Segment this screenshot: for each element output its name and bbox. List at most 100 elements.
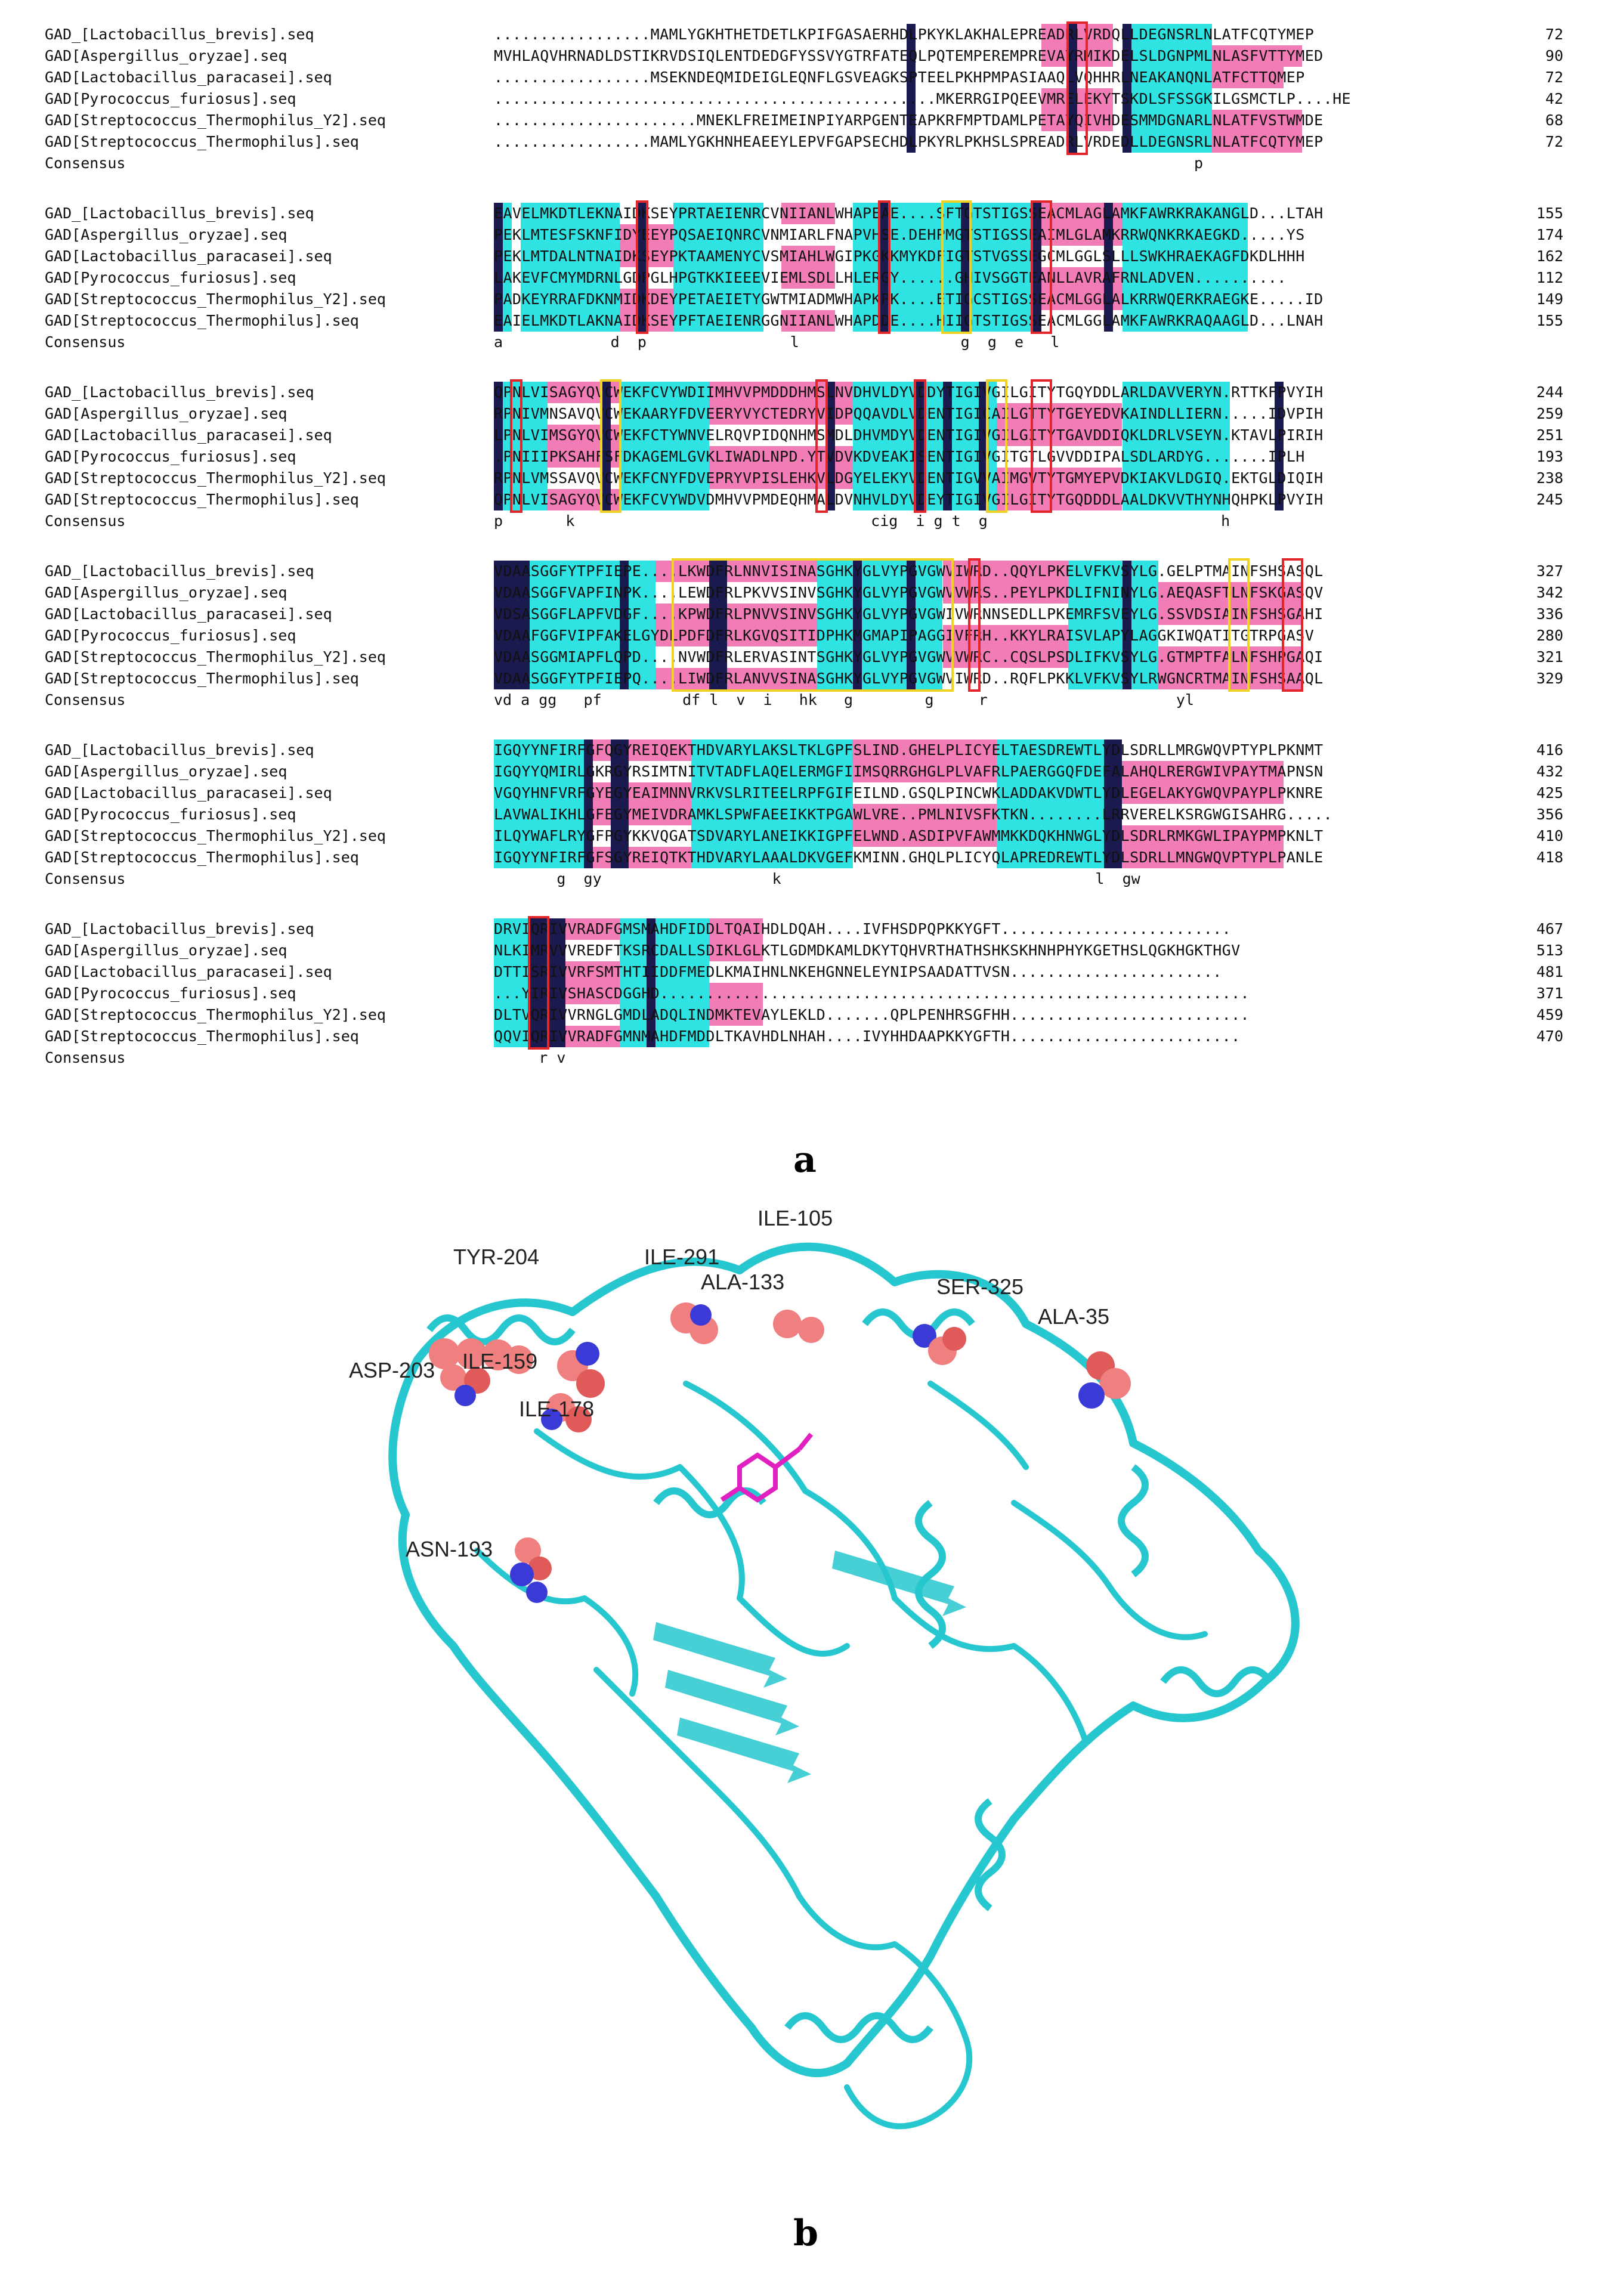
identity-shading [601, 489, 611, 510]
sequence-name: GAD[Lactobacillus_paracasei].seq [45, 963, 332, 980]
identity-shading [1032, 310, 1042, 332]
residue-shading [673, 246, 763, 267]
sequence-residues: IGQYYQMIRLGKRGYRSIMTNITVTADFLAQELERMGFII… [494, 763, 1324, 780]
identity-shading [1104, 289, 1114, 310]
sphere-ile-178 [541, 1393, 592, 1432]
residue-shading [1122, 203, 1248, 224]
residue-shading [691, 804, 853, 825]
sequence-name: GAD_[Lactobacillus_brevis].seq [45, 741, 314, 759]
residue-shading [1068, 625, 1158, 646]
residue-shading [817, 561, 943, 582]
identity-shading [1104, 203, 1114, 224]
identity-shading [583, 782, 593, 804]
residue-shading [1122, 267, 1248, 289]
residue-shading [1122, 110, 1212, 131]
sequence-position: 162 [1536, 247, 1563, 265]
conserved-site-box-red [815, 379, 828, 513]
sequence-name: GAD[Streptococcus_Thermophilus].seq [45, 491, 359, 508]
residue-shading [1122, 45, 1212, 67]
residue-shading [817, 625, 943, 646]
sequence-position: 155 [1536, 312, 1563, 329]
identity-shading [646, 983, 655, 1004]
sequence-name: GAD[Aspergillus_oryzae].seq [45, 763, 287, 780]
label-ser-325: SER-325 [936, 1274, 1024, 1299]
identity-shading [709, 604, 728, 625]
residue-shading [996, 468, 1123, 489]
residue-shading [1104, 782, 1284, 804]
residue-shading [1041, 24, 1114, 45]
identity-shading [583, 847, 593, 868]
sequence-residues: QQVIQRIVVRADFGMNMAHDFMDDLTKAVHDLNHAH....… [494, 1028, 1241, 1045]
alignment-row: GAD_[Lactobacillus_brevis].seq IGQYYNFIRF… [0, 739, 1611, 761]
identity-shading [907, 110, 916, 131]
alignment-row: GAD[Streptococcus_Thermophilus_Y2].seq..… [0, 110, 1611, 131]
sequence-name: GAD[Streptococcus_Thermophilus].seq [45, 312, 359, 329]
residue-shading [619, 1026, 710, 1047]
residue-shading [942, 646, 1069, 668]
residue-shading [1122, 24, 1212, 45]
identity-shading [709, 646, 728, 668]
sequence-position: 72 [1545, 69, 1563, 86]
alignment-row: GAD[Streptococcus_Thermophilus].seq IGQYY… [0, 847, 1611, 868]
alignment-row: GAD[Aspergillus_oryzae].seq MVHLAQVHRNADL… [0, 45, 1611, 67]
sequence-name: GAD_[Lactobacillus_brevis].seq [45, 920, 314, 937]
residue-shading [619, 489, 710, 510]
sequence-position: 481 [1536, 963, 1563, 980]
identity-shading [978, 468, 988, 489]
residue-shading [691, 847, 853, 868]
identity-shading [1275, 382, 1284, 403]
residue-shading [1068, 582, 1158, 604]
residue-shading [996, 804, 1105, 825]
residue-shading [942, 561, 1069, 582]
identity-shading [880, 224, 889, 246]
residue-shading [655, 604, 817, 625]
sequence-position: 72 [1545, 133, 1563, 150]
identity-shading [1032, 246, 1042, 267]
sequence-position: 432 [1536, 763, 1563, 780]
residue-shading [1068, 646, 1158, 668]
sequence-residues: .................MAMLYGKHNHEAEEYLEPVFGAP… [494, 133, 1324, 150]
sequence-position: 245 [1536, 491, 1563, 508]
conserved-site-box-yellow [1228, 558, 1250, 692]
alignment-row: GAD[Streptococcus_Thermophilus].seq VDAAS… [0, 668, 1611, 689]
identity-shading [907, 604, 916, 625]
sequence-name: GAD[Aspergillus_oryzae].seq [45, 405, 287, 422]
identity-shading [960, 267, 970, 289]
residue-shading [996, 782, 1105, 804]
residue-shading [583, 847, 692, 868]
identity-shading [1068, 88, 1078, 110]
residue-shading [1068, 668, 1158, 689]
residue-shading [996, 403, 1123, 425]
sequence-position: 174 [1536, 226, 1563, 243]
identity-shading [646, 1026, 655, 1047]
alignment-row: GAD[Pyrococcus_furiosus].seq LAVWALIKHLGF… [0, 804, 1611, 825]
residue-shading [942, 582, 1069, 604]
residue-shading [521, 203, 620, 224]
label-ile-159: ILE-159 [462, 1349, 537, 1373]
residue-shading [817, 604, 943, 625]
sequence-position: 155 [1536, 205, 1563, 222]
sequence-name: GAD[Streptococcus_Thermophilus].seq [45, 133, 359, 150]
identity-shading [825, 468, 835, 489]
residue-shading [619, 446, 710, 468]
sequence-name: GAD[Pyrococcus_furiosus].seq [45, 806, 296, 823]
residue-shading [494, 847, 584, 868]
sequence-residues: VDAASGGFVAPFINPK....LEWDFRLPKVVSINVSGHKY… [494, 584, 1324, 601]
residue-shading [1122, 224, 1248, 246]
identity-shading [825, 403, 835, 425]
conserved-site-box-red [914, 379, 927, 513]
identity-shading [494, 246, 503, 267]
sphere-ser-325 [913, 1324, 966, 1365]
alignment-row: GAD_[Lactobacillus_brevis].seq QPNLVISAGY… [0, 382, 1611, 403]
identity-shading [853, 561, 862, 582]
alignment-row: GAD[Pyrococcus_furiosus].seq LAKEVFCMYMDR… [0, 267, 1611, 289]
identity-shading [1104, 825, 1123, 847]
sequence-residues: IGQYYNFIRFGFSGYREIQTKTHDVARYLAAALDKVGEFK… [494, 849, 1324, 866]
identity-shading [1068, 45, 1078, 67]
identity-shading [853, 646, 862, 668]
identity-shading [978, 446, 988, 468]
sequence-position: 251 [1536, 426, 1563, 444]
sequence-residues: PEKLMTESFSKNFIDYEEYPQSAEIQNRCVNMIARLFNAP… [494, 226, 1305, 243]
sphere-ile-159 [557, 1342, 605, 1398]
residue-shading [781, 267, 835, 289]
